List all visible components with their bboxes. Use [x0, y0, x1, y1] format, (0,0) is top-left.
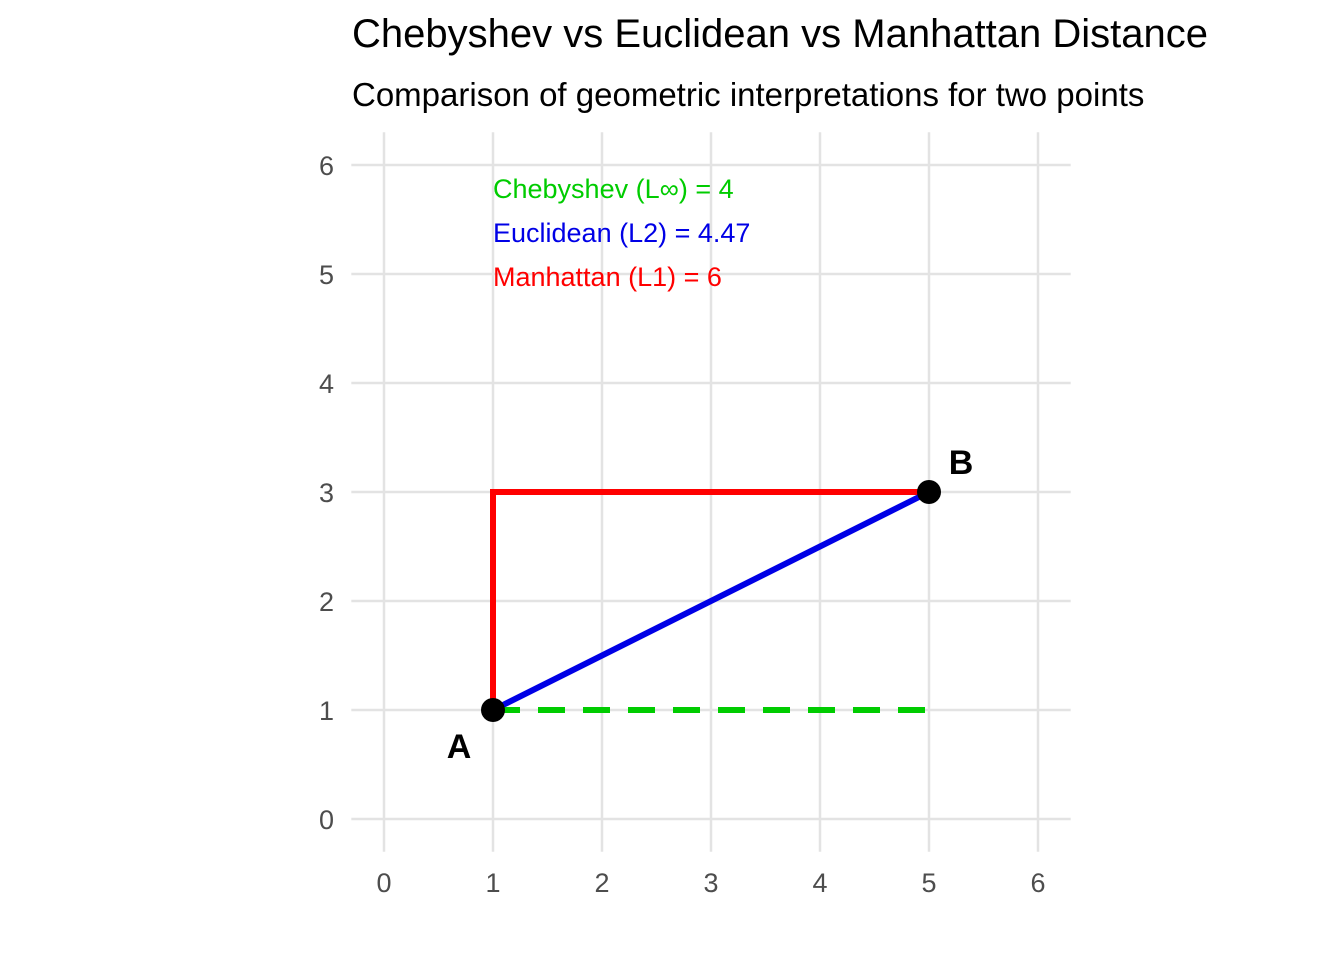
y-tick-label: 3	[319, 478, 334, 508]
y-tick-label: 5	[319, 260, 334, 290]
x-tick-label: 3	[703, 868, 718, 898]
y-tick-label: 6	[319, 151, 334, 181]
x-tick-label: 5	[921, 868, 936, 898]
point-label-a: A	[447, 728, 472, 766]
series-layer	[490, 489, 931, 713]
x-tick-label: 6	[1030, 868, 1045, 898]
x-tick-label: 2	[594, 868, 609, 898]
points-layer: AB	[447, 444, 974, 766]
y-axis-ticks: 0 1 2 3 4 5 6	[319, 151, 334, 835]
point-a	[481, 698, 505, 722]
series-line-euclidean	[491, 489, 931, 713]
annotation-label: Manhattan (L1) = 6	[493, 262, 722, 292]
y-tick-label: 1	[319, 696, 334, 726]
x-axis-ticks: 0 1 2 3 4 5 6	[376, 868, 1045, 898]
point-label-b: B	[949, 444, 974, 482]
chart-subtitle: Comparison of geometric interpretations …	[352, 76, 1145, 113]
y-tick-label: 0	[319, 805, 334, 835]
series-line-manhattan	[490, 489, 929, 710]
x-tick-label: 1	[485, 868, 500, 898]
point-b	[917, 480, 941, 504]
chart-title: Chebyshev vs Euclidean vs Manhattan Dist…	[352, 12, 1209, 56]
y-tick-label: 2	[319, 587, 334, 617]
annotations-layer: Chebyshev (L∞) = 4 Euclidean (L2) = 4.47 M…	[493, 174, 750, 292]
x-tick-label: 0	[376, 868, 391, 898]
y-tick-label: 4	[319, 369, 334, 399]
annotation-label: Chebyshev (L∞) = 4	[493, 174, 734, 204]
x-tick-label: 4	[812, 868, 827, 898]
annotation-label: Euclidean (L2) = 4.47	[493, 218, 750, 248]
